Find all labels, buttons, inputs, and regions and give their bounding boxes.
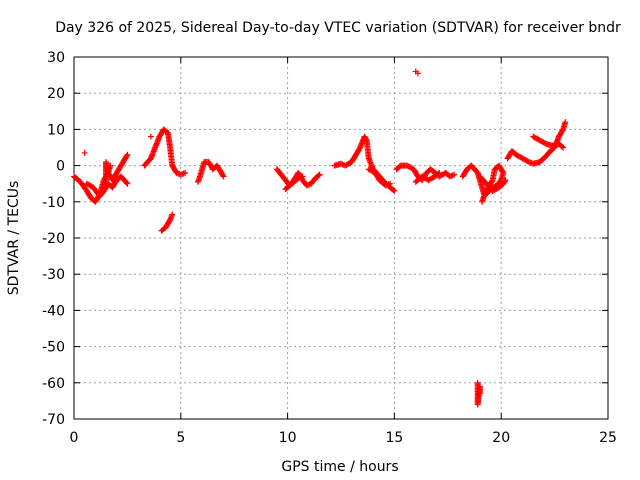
data-point (219, 172, 226, 179)
data-point (488, 178, 495, 185)
y-tick-label: -60 (42, 376, 65, 392)
y-tick-label: -70 (42, 412, 65, 428)
x-tick-label: 15 (385, 430, 403, 446)
x-tick-labels: 0 5 10 15 20 25 (70, 430, 617, 446)
x-axis-label: GPS time / hours (281, 459, 398, 475)
y-axis-label: SDTVAR / TECUs (6, 181, 22, 296)
y-tick-label: 20 (47, 86, 65, 102)
data-point (299, 173, 306, 180)
data-point (560, 144, 567, 151)
data-point (124, 180, 131, 187)
y-tick-label: -40 (42, 303, 65, 319)
data-point (562, 119, 569, 126)
x-tick-label: 20 (492, 430, 510, 446)
data-point (390, 187, 397, 194)
data-point (435, 170, 442, 177)
data-point (124, 151, 131, 158)
chart-title: Day 326 of 2025, Sidereal Day-to-day VTE… (55, 20, 621, 36)
y-tick-label: -50 (42, 340, 65, 356)
data-point (147, 133, 154, 140)
y-tick-label: 30 (47, 50, 65, 66)
data-point (476, 390, 483, 397)
data-point (559, 143, 566, 150)
x-tick-label: 10 (279, 430, 297, 446)
x-tick-label: 25 (599, 430, 617, 446)
data-markers (71, 68, 569, 408)
data-point (362, 136, 369, 143)
data-point (414, 70, 421, 77)
axis-ticks (73, 56, 609, 420)
data-point (123, 179, 130, 186)
data-point (524, 158, 531, 165)
data-point (220, 173, 227, 180)
data-point (107, 162, 114, 169)
y-tick-label: -20 (42, 231, 65, 247)
data-point (123, 152, 130, 159)
data-point (81, 149, 88, 156)
data-point (315, 172, 322, 179)
y-tick-label: -30 (42, 267, 65, 283)
y-tick-label: 0 (56, 159, 65, 175)
y-tick-label: 10 (47, 122, 65, 138)
x-tick-label: 5 (176, 430, 185, 446)
data-point (478, 198, 485, 205)
data-point (436, 169, 443, 176)
data-point (501, 178, 508, 185)
data-point (182, 169, 189, 176)
data-point (391, 187, 398, 194)
data-point (502, 177, 509, 184)
data-point (451, 171, 458, 178)
y-tick-label: -10 (42, 195, 65, 211)
y-tick-labels: 30 20 10 0 -10 -20 -30 -40 -50 -60 -70 (42, 50, 65, 428)
data-point (169, 211, 176, 218)
data-point (316, 171, 323, 178)
data-point (387, 180, 394, 187)
x-tick-label: 0 (70, 430, 79, 446)
data-point (559, 127, 566, 134)
